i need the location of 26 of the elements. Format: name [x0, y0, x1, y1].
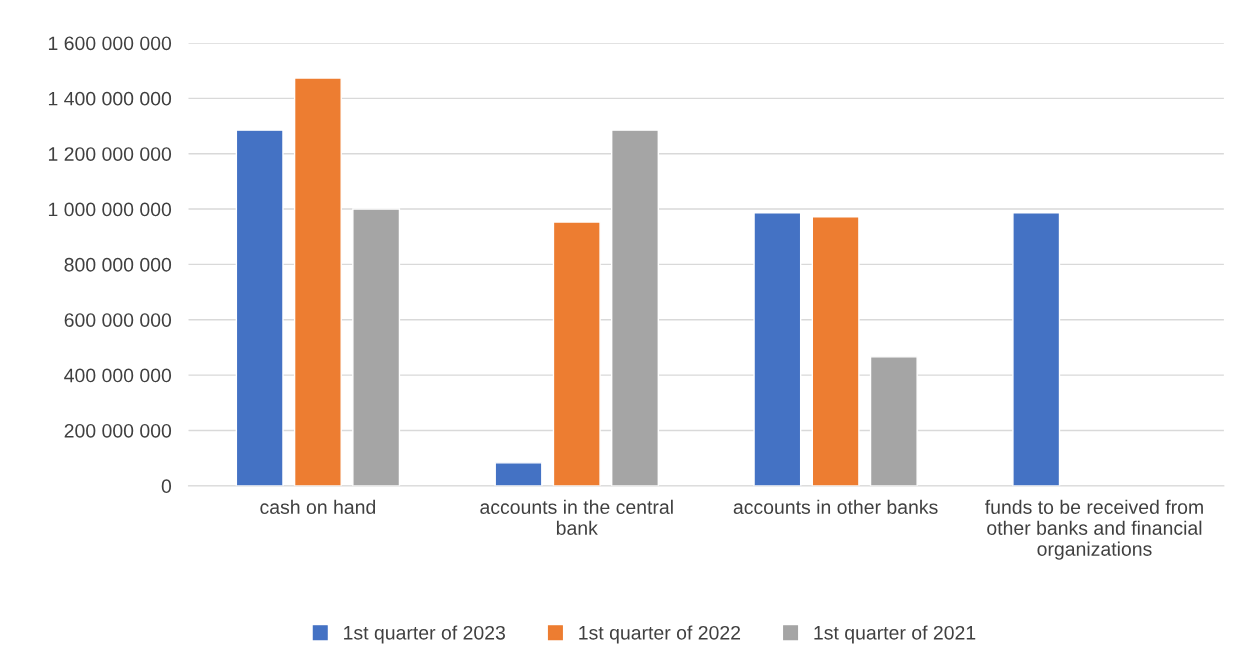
bar [869, 356, 918, 486]
y-tick-label: 1 200 000 000 [48, 147, 172, 161]
bar [293, 77, 342, 486]
y-tick-label: 600 000 000 [64, 313, 172, 327]
y-tick-label: 1 000 000 000 [48, 202, 172, 217]
y-tick-label: 200 000 000 [64, 423, 172, 438]
x-tick-label: funds to be received from other banks and financial organizations [985, 499, 1203, 560]
y-tick-label: 1 600 000 000 [48, 36, 172, 51]
bar [611, 129, 659, 486]
bar [811, 216, 860, 486]
x-tick-label: cash on hand [260, 499, 376, 515]
bar [494, 462, 543, 486]
legend-label: 1st quarter of 2022 [579, 625, 741, 644]
legend-label: 1st quarter of 2021 [814, 625, 976, 644]
bar [552, 221, 601, 486]
bar [753, 212, 802, 486]
y-tick-label: 400 000 000 [64, 368, 172, 383]
bar [352, 208, 401, 486]
bar [1012, 212, 1061, 486]
bar [235, 129, 284, 486]
x-tick-label: accounts in the central bank [480, 499, 673, 535]
y-tick-label: 0 [161, 479, 172, 494]
legend-label: 1st quarter of 2023 [344, 625, 505, 644]
y-tick-label: 1 400 000 000 [48, 91, 172, 106]
x-tick-label: accounts in other banks [733, 499, 938, 515]
y-tick-label: 800 000 000 [64, 257, 172, 272]
